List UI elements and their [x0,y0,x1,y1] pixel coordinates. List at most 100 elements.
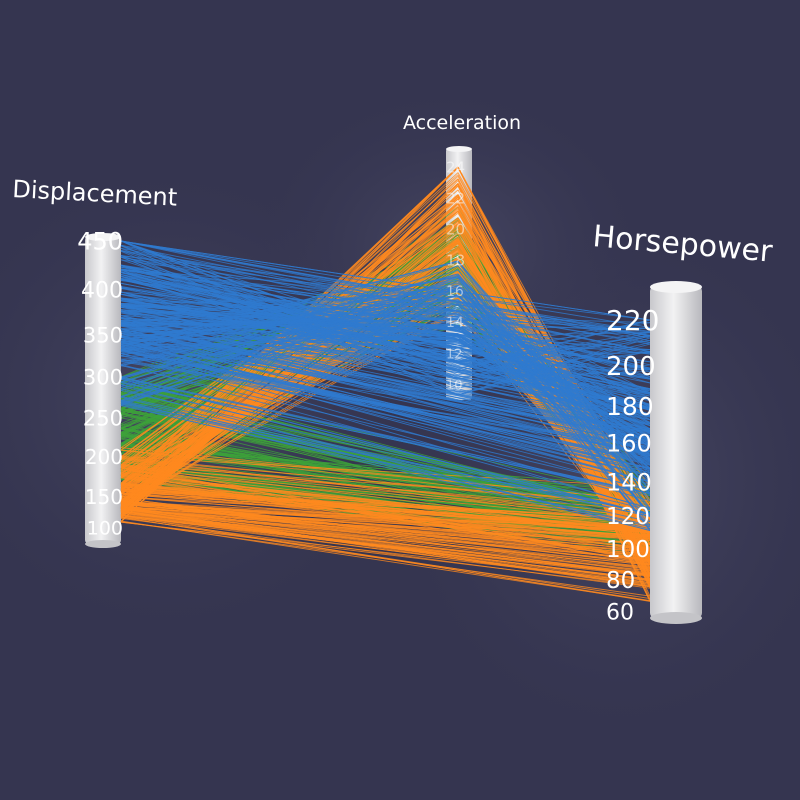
series-blue-line-dh [120,322,651,441]
series-blue-line-dh [120,376,651,494]
series-blue-line-ah [457,329,651,430]
series-orange-line-dh [120,464,651,518]
pillar-displacement-body [85,236,121,544]
series-blue-line-dh [120,352,651,510]
series-blue-line-ah [457,295,651,463]
series-orange-line-dh [120,457,651,523]
series-blue-line-dh [120,382,651,494]
pillar-horsepower-body [650,286,702,618]
series-blue-line-da [120,276,459,331]
series-orange-line-dh [120,459,651,518]
tick-label-displacement-100: 100 [87,518,123,540]
tick-label-displacement-450: 450 [77,227,123,255]
series-blue-line-da [120,287,459,367]
series-blue-line-dh [120,322,651,455]
series-blue-line-dh [120,363,651,509]
series-blue-line-dh [120,395,651,517]
series-blue-line-ah [457,344,651,380]
series-blue-line-dh [120,309,651,418]
tick-label-horsepower-200: 200 [606,352,656,382]
series-blue-line-da [120,269,459,380]
series-orange-line-dh [120,492,651,519]
series-blue-line-da [120,297,459,364]
series-blue-line-dh [120,240,651,337]
series-blue-line-dh [120,353,651,469]
tick-label-horsepower-60: 60 [606,601,634,626]
ticks-acceleration: 24 22 20 18 16 14 12 10 [446,158,465,393]
tick-label-horsepower-100: 100 [606,537,650,563]
tick-label-acceleration-10: 10 [446,379,463,394]
series-blue-line-dh [120,385,651,511]
pillar-horsepower-top [650,281,702,293]
series-blue-line-dh [120,250,651,332]
tick-label-horsepower-220: 220 [606,304,659,337]
series-blue-line-dh [120,346,651,482]
tick-label-acceleration-24: 24 [446,158,465,176]
tick-label-acceleration-16: 16 [446,284,464,300]
series-blue-line-dh [120,378,651,516]
series-orange-line-dh [120,488,651,550]
tick-label-acceleration-12: 12 [446,348,463,363]
series-blue-line-ah [457,291,651,394]
series-blue-line-da [120,309,459,336]
series-blue-line-ah [457,275,651,517]
series-orange-line-dh [120,504,651,538]
series-blue-line-da [120,318,459,324]
series-blue-line-dh [120,345,651,492]
series-orange-line-dh [120,505,651,551]
series-blue-line-dh [120,305,651,430]
series-blue-line-da [120,275,459,403]
series-blue-line-dh [120,328,651,452]
series-blue-line-da [120,328,459,337]
series-blue-line-dh [120,240,651,328]
ticks-displacement: 100 150 200 250 300 350 400 450 [77,227,123,539]
tick-label-displacement-200: 200 [85,445,123,469]
series-blue-line-da [120,289,459,341]
pillar-horsepower [650,281,702,624]
series-orange-line-dh [120,469,651,523]
series-blue-line-dh [120,297,651,334]
series-orange-line-dh [120,500,651,570]
tick-label-displacement-350: 350 [83,323,123,347]
series-orange-line-dh [120,493,651,534]
series-blue-line-da [120,256,459,387]
series-blue-line-dh [120,247,651,353]
series-orange-line-dh [120,504,651,546]
series-blue-line-dh [120,358,651,453]
series-blue-line-ah [457,328,651,477]
tick-label-acceleration-18: 18 [446,251,465,269]
tick-label-displacement-400: 400 [81,279,123,304]
series-orange-line-dh [120,455,651,488]
series-blue-line-dh [120,401,651,517]
series-orange-line-dh [120,515,651,602]
series-blue-line-dh [120,320,651,458]
series-blue-line-dh [120,405,651,526]
tick-label-displacement-300: 300 [83,365,123,389]
series-blue-line-ah [457,332,651,336]
tick-label-horsepower-160: 160 [606,429,652,457]
series-blue-line-ah [457,326,651,423]
series-blue-line-ah [457,327,651,363]
series-orange-line-dh [120,475,651,532]
pillar-acceleration-top [446,146,472,152]
polyline-layer [120,166,651,602]
series-blue-line-dh [120,400,651,528]
series-blue-line-dh [120,365,651,490]
tick-label-horsepower-120: 120 [606,504,650,530]
series-blue-line-da [120,282,459,349]
pillar-horsepower-base [650,612,702,624]
pillar-displacement [85,233,121,548]
tick-label-horsepower-80: 80 [606,568,635,594]
series-blue-line-dh [120,339,651,455]
series-blue-line-ah [457,273,651,490]
series-blue-line-dh [120,309,651,363]
ticks-horsepower: 60 80 100 120 140 160 180 200 220 [606,304,659,626]
tick-label-acceleration-14: 14 [446,315,464,331]
tick-label-horsepower-180: 180 [606,392,654,421]
series-blue-line-dh [120,315,651,424]
series-blue-line-ah [457,289,651,455]
series-orange-line-dh [120,520,651,602]
tick-label-acceleration-20: 20 [446,220,465,238]
series-blue-line-dh [120,305,651,380]
